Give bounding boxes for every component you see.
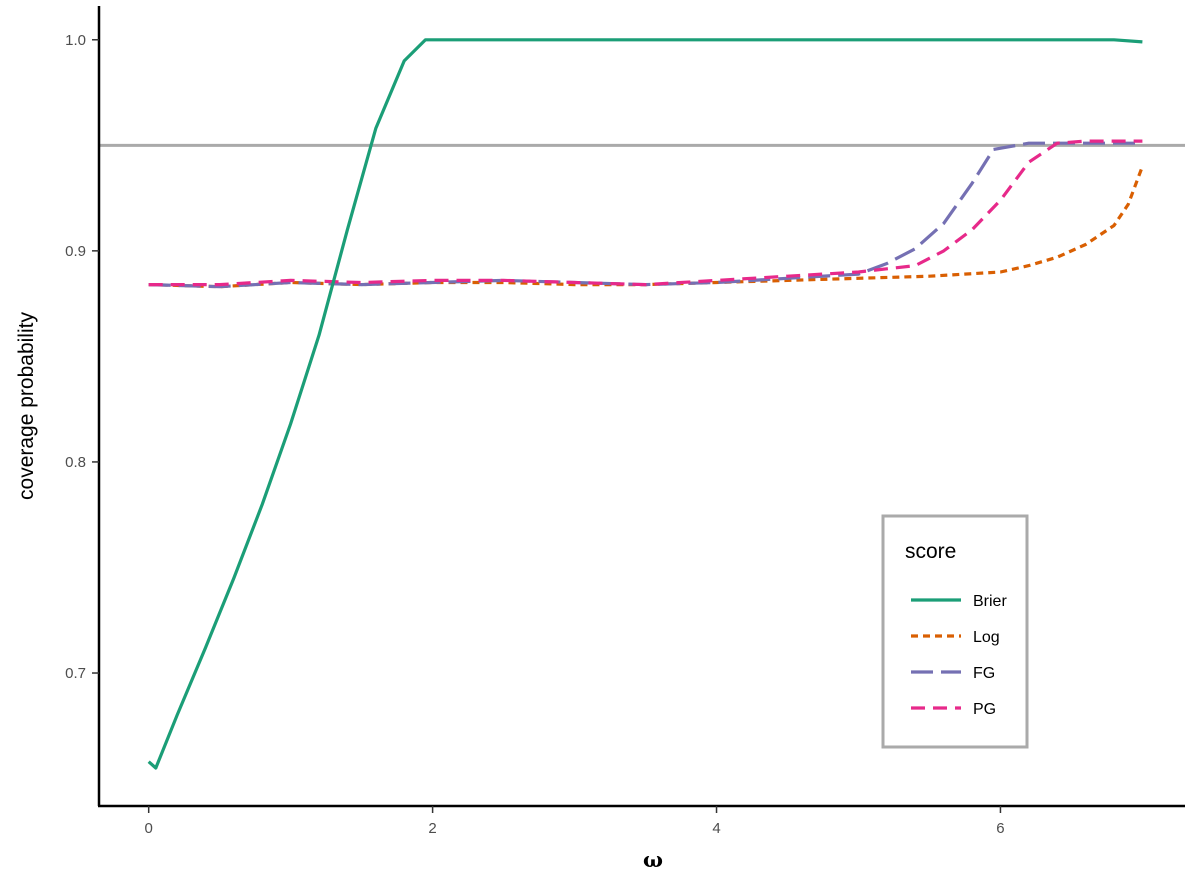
- x-tick-label: 6: [996, 820, 1004, 837]
- legend-title: score: [905, 540, 956, 563]
- legend-label-fg: FG: [973, 665, 995, 682]
- x-tick-label: 2: [428, 820, 436, 837]
- y-tick-label: 0.9: [65, 243, 86, 260]
- x-tick-label: 4: [712, 820, 720, 837]
- x-axis-title: ω: [643, 847, 663, 872]
- y-axis-ticks: 0.7 0.8 0.9 1.0: [65, 32, 99, 682]
- y-tick-label: 0.8: [65, 454, 86, 471]
- legend-label-log: Log: [973, 629, 1000, 646]
- series-line-fg: [148, 141, 1143, 289]
- y-axis-title: coverage probability: [15, 312, 38, 500]
- x-tick-label: 0: [145, 820, 153, 837]
- y-tick-label: 1.0: [65, 32, 86, 49]
- series-layer: [147, 38, 1144, 770]
- series-line-log: [148, 165, 1144, 289]
- legend: score Brier Log FG PG: [881, 514, 1029, 749]
- legend-label-brier: Brier: [973, 593, 1007, 610]
- x-axis-ticks: 0 2 4 6: [145, 806, 1005, 837]
- legend-items: Brier Log FG PG: [911, 593, 1007, 718]
- legend-label-pg: PG: [973, 701, 996, 718]
- y-tick-label: 0.7: [65, 665, 86, 682]
- series-line-brier: [147, 38, 1143, 770]
- series-line-pg: [148, 139, 1143, 287]
